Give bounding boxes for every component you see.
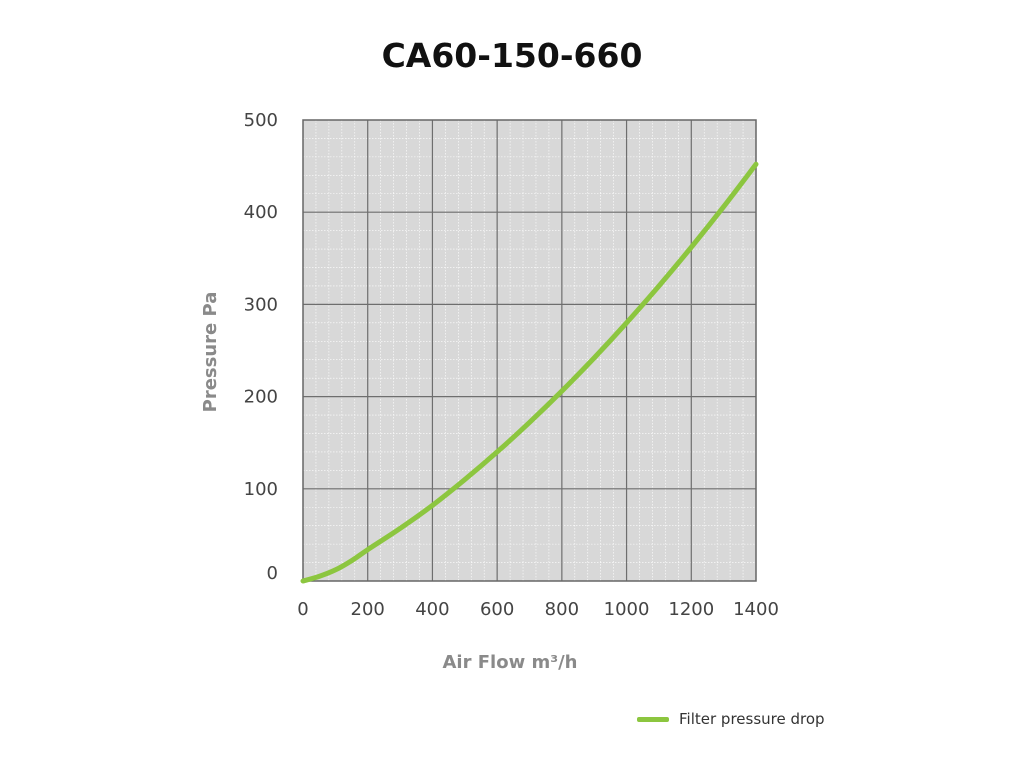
series-line [300,161,759,584]
y-tick-label: 400 [244,202,278,223]
x-tick-label: 1400 [733,599,779,620]
plot-border [302,119,757,582]
y-tick-label: 0 [267,563,278,584]
x-tick-label: 0 [297,599,308,620]
x-axis-title: Air Flow m³/h [443,652,578,673]
x-axis-ticks: 0 200 400 600 800 1000 1200 1400 [297,599,779,620]
x-tick-label: 1200 [668,599,714,620]
x-tick-label: 400 [415,599,449,620]
y-tick-label: 500 [244,110,278,131]
y-tick-label: 300 [244,294,278,315]
x-tick-label: 800 [545,599,579,620]
x-tick-label: 1000 [604,599,650,620]
chart-title: CA60-150-660 [381,36,643,75]
legend-swatch [637,716,669,722]
minor-grid [303,120,756,581]
legend-label: Filter pressure drop [679,710,825,728]
plot-background [303,120,756,581]
y-axis-ticks: 0 100 200 300 400 500 [244,110,278,584]
x-tick-label: 200 [351,599,385,620]
y-tick-label: 100 [244,479,278,500]
series-layer [300,161,759,584]
major-grid [303,120,756,581]
y-axis-title: Pressure Pa [200,292,221,413]
legend: Filter pressure drop [637,710,825,728]
y-tick-label: 200 [244,387,278,408]
x-tick-label: 600 [480,599,514,620]
